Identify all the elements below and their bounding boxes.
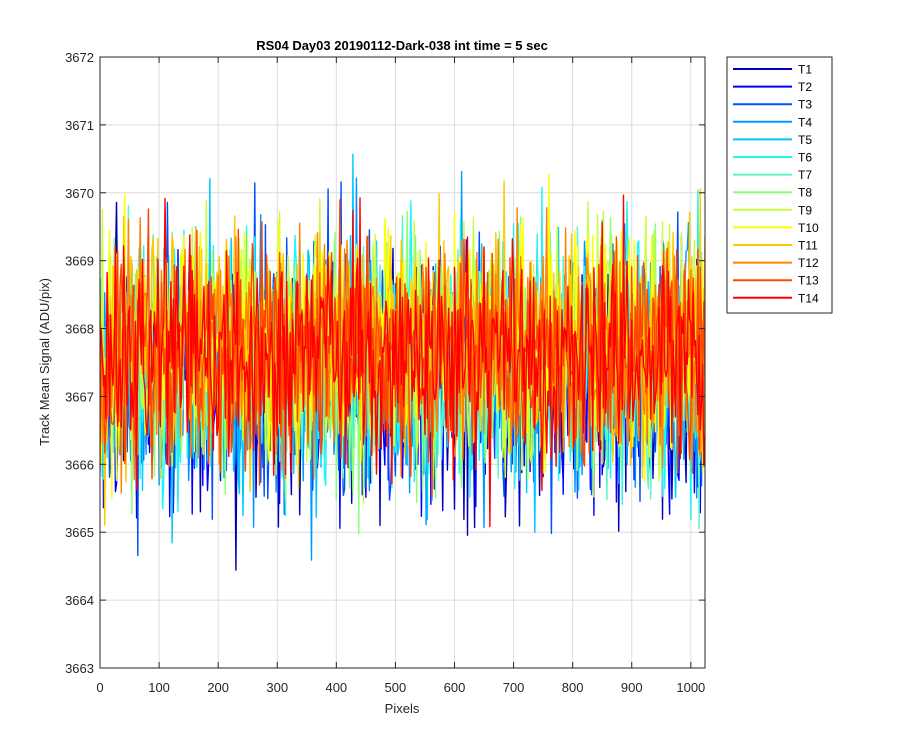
legend-label-t9: T9 — [798, 203, 812, 217]
x-tick-label: 600 — [444, 680, 466, 695]
y-tick-label: 3671 — [65, 118, 94, 133]
legend-label-t12: T12 — [798, 256, 819, 270]
x-tick-label: 200 — [207, 680, 229, 695]
legend-label-t11: T11 — [798, 239, 818, 253]
x-tick-label: 800 — [562, 680, 584, 695]
legend-label-t4: T4 — [798, 115, 812, 129]
legend-label-t10: T10 — [798, 221, 819, 235]
legend-label-t2: T2 — [798, 80, 812, 94]
y-tick-label: 3664 — [65, 593, 94, 608]
x-tick-label: 900 — [621, 680, 643, 695]
x-tick-label: 1000 — [676, 680, 705, 695]
legend-label-t5: T5 — [798, 133, 812, 147]
chart-title: RS04 Day03 20190112-Dark-038 int time = … — [256, 38, 548, 53]
y-tick-label: 3669 — [65, 254, 94, 269]
x-tick-label: 300 — [266, 680, 288, 695]
plot-area: 0 100 200 300 400 500 600 700 800 900 1000 3663 3664… — [65, 50, 705, 695]
x-tick-label: 500 — [385, 680, 407, 695]
x-tick-label: 400 — [325, 680, 347, 695]
y-axis-label: Track Mean Signal (ADU/pix) — [37, 278, 52, 446]
y-tick-label: 3667 — [65, 389, 94, 404]
y-tick-label: 3665 — [65, 525, 94, 540]
y-tick-label: 3666 — [65, 457, 94, 472]
legend-label-t8: T8 — [798, 186, 812, 200]
legend: T1 T2 T3 T4 T5 T6 T7 T8 T9 T10 T11 T12 T13 T14 — [727, 57, 832, 313]
x-axis-label: Pixels — [385, 701, 420, 716]
x-tick-label: 700 — [503, 680, 525, 695]
y-tick-label: 3670 — [65, 186, 94, 201]
x-tick-label: 0 — [96, 680, 103, 695]
legend-label-t6: T6 — [798, 151, 812, 165]
x-tick-label: 100 — [148, 680, 170, 695]
legend-label-t13: T13 — [798, 274, 819, 288]
y-tick-label: 3663 — [65, 661, 94, 676]
y-tick-label: 3668 — [65, 322, 94, 337]
legend-label-t14: T14 — [798, 291, 819, 305]
legend-label-t1: T1 — [798, 63, 812, 77]
legend-label-t3: T3 — [798, 98, 812, 112]
legend-label-t7: T7 — [798, 168, 812, 182]
y-tick-label: 3672 — [65, 50, 94, 65]
